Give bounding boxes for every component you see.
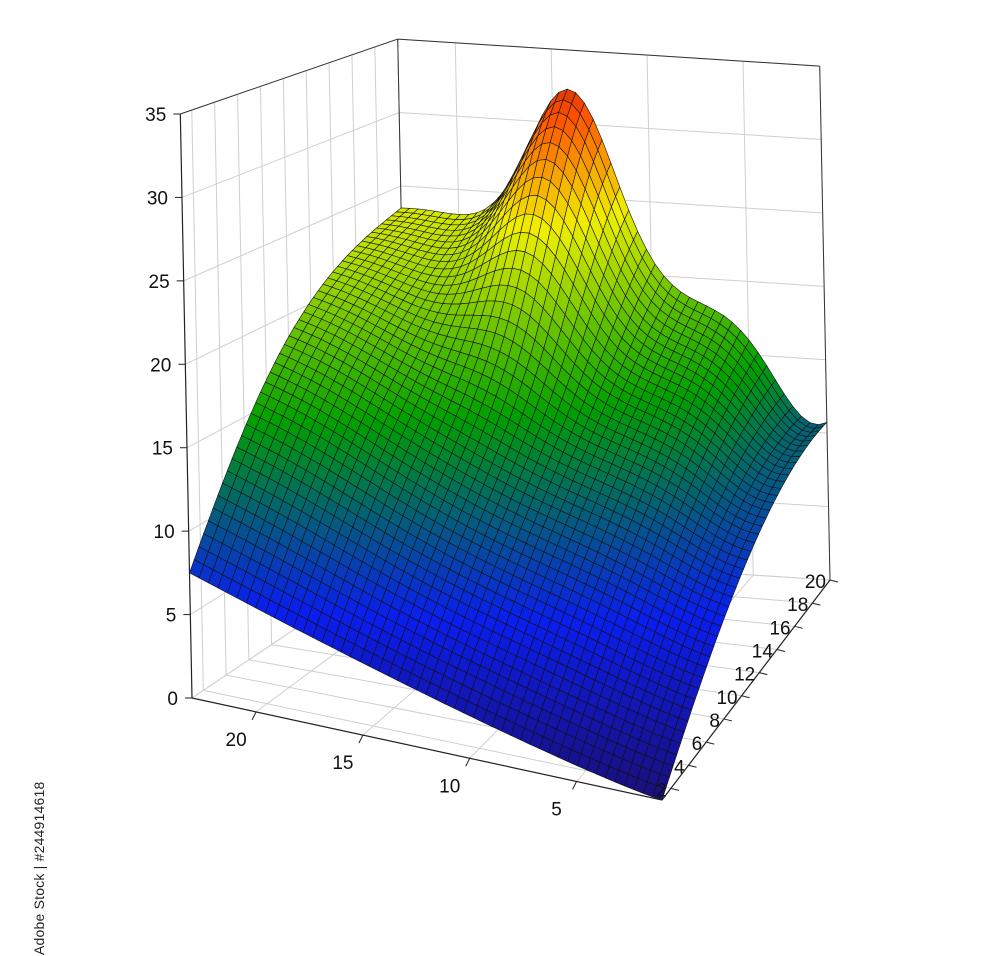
surface-mesh <box>189 88 828 801</box>
y-tick-mark <box>688 764 697 768</box>
y-tick-mark <box>829 579 839 583</box>
credit-label: Adobe Stock | #244914618 <box>31 781 47 955</box>
gridline <box>181 112 400 198</box>
y-tick-mark <box>812 602 821 606</box>
x-tick-label: 15 <box>332 753 353 774</box>
z-tick-label: 0 <box>167 689 178 710</box>
box-edge <box>180 38 398 115</box>
x-tick-mark <box>572 781 577 790</box>
x-tick-label: 20 <box>226 730 247 751</box>
x-tick-label: 5 <box>551 799 562 820</box>
z-tick-label: 15 <box>152 439 173 460</box>
y-tick-label: 2 <box>656 780 667 801</box>
y-tick-label: 6 <box>692 734 703 755</box>
y-tick-mark <box>794 625 803 629</box>
surface-cell <box>189 559 204 579</box>
credit-text: Adobe Stock | #244914618 <box>5 705 47 955</box>
z-tick-label: 5 <box>166 606 177 627</box>
x-axis-ticks: 5 10 15 20 <box>226 711 577 820</box>
y-tick-label: 10 <box>716 688 737 709</box>
y-tick-mark <box>741 695 750 699</box>
axis-lines <box>179 113 831 801</box>
y-tick-mark <box>759 672 768 676</box>
y-tick-mark <box>706 741 715 745</box>
y-tick-label: 16 <box>769 618 790 639</box>
z-axis-line <box>179 113 193 699</box>
y-tick-label: 20 <box>805 572 826 593</box>
y-tick-mark <box>670 787 679 791</box>
y-tick-label: 4 <box>674 757 685 778</box>
z-tick-label: 30 <box>147 188 168 209</box>
box-edge <box>819 66 831 581</box>
gridline <box>399 111 822 140</box>
x-axis-line <box>191 697 663 801</box>
x-tick-label: 10 <box>439 776 460 797</box>
y-tick-mark <box>723 718 733 722</box>
y-tick-label: 18 <box>787 595 808 616</box>
x-tick-mark <box>465 758 471 767</box>
gridline <box>191 110 204 691</box>
x-tick-mark <box>358 734 364 744</box>
z-tick-label: 25 <box>149 272 170 293</box>
y-tick-label: 8 <box>709 711 720 732</box>
gridline <box>183 185 401 282</box>
z-tick-label: 10 <box>154 522 175 543</box>
z-axis-ticks: 0 5 10 15 20 25 30 35 <box>145 105 192 710</box>
y-tick-label: 12 <box>734 665 755 686</box>
z-tick-label: 35 <box>145 105 166 126</box>
y-tick-mark <box>776 648 786 652</box>
box-edge <box>397 38 820 67</box>
y-tick-label: 14 <box>752 641 774 662</box>
x-tick-mark <box>251 711 257 721</box>
z-tick-label: 20 <box>150 355 171 376</box>
y-axis-line <box>661 579 831 801</box>
